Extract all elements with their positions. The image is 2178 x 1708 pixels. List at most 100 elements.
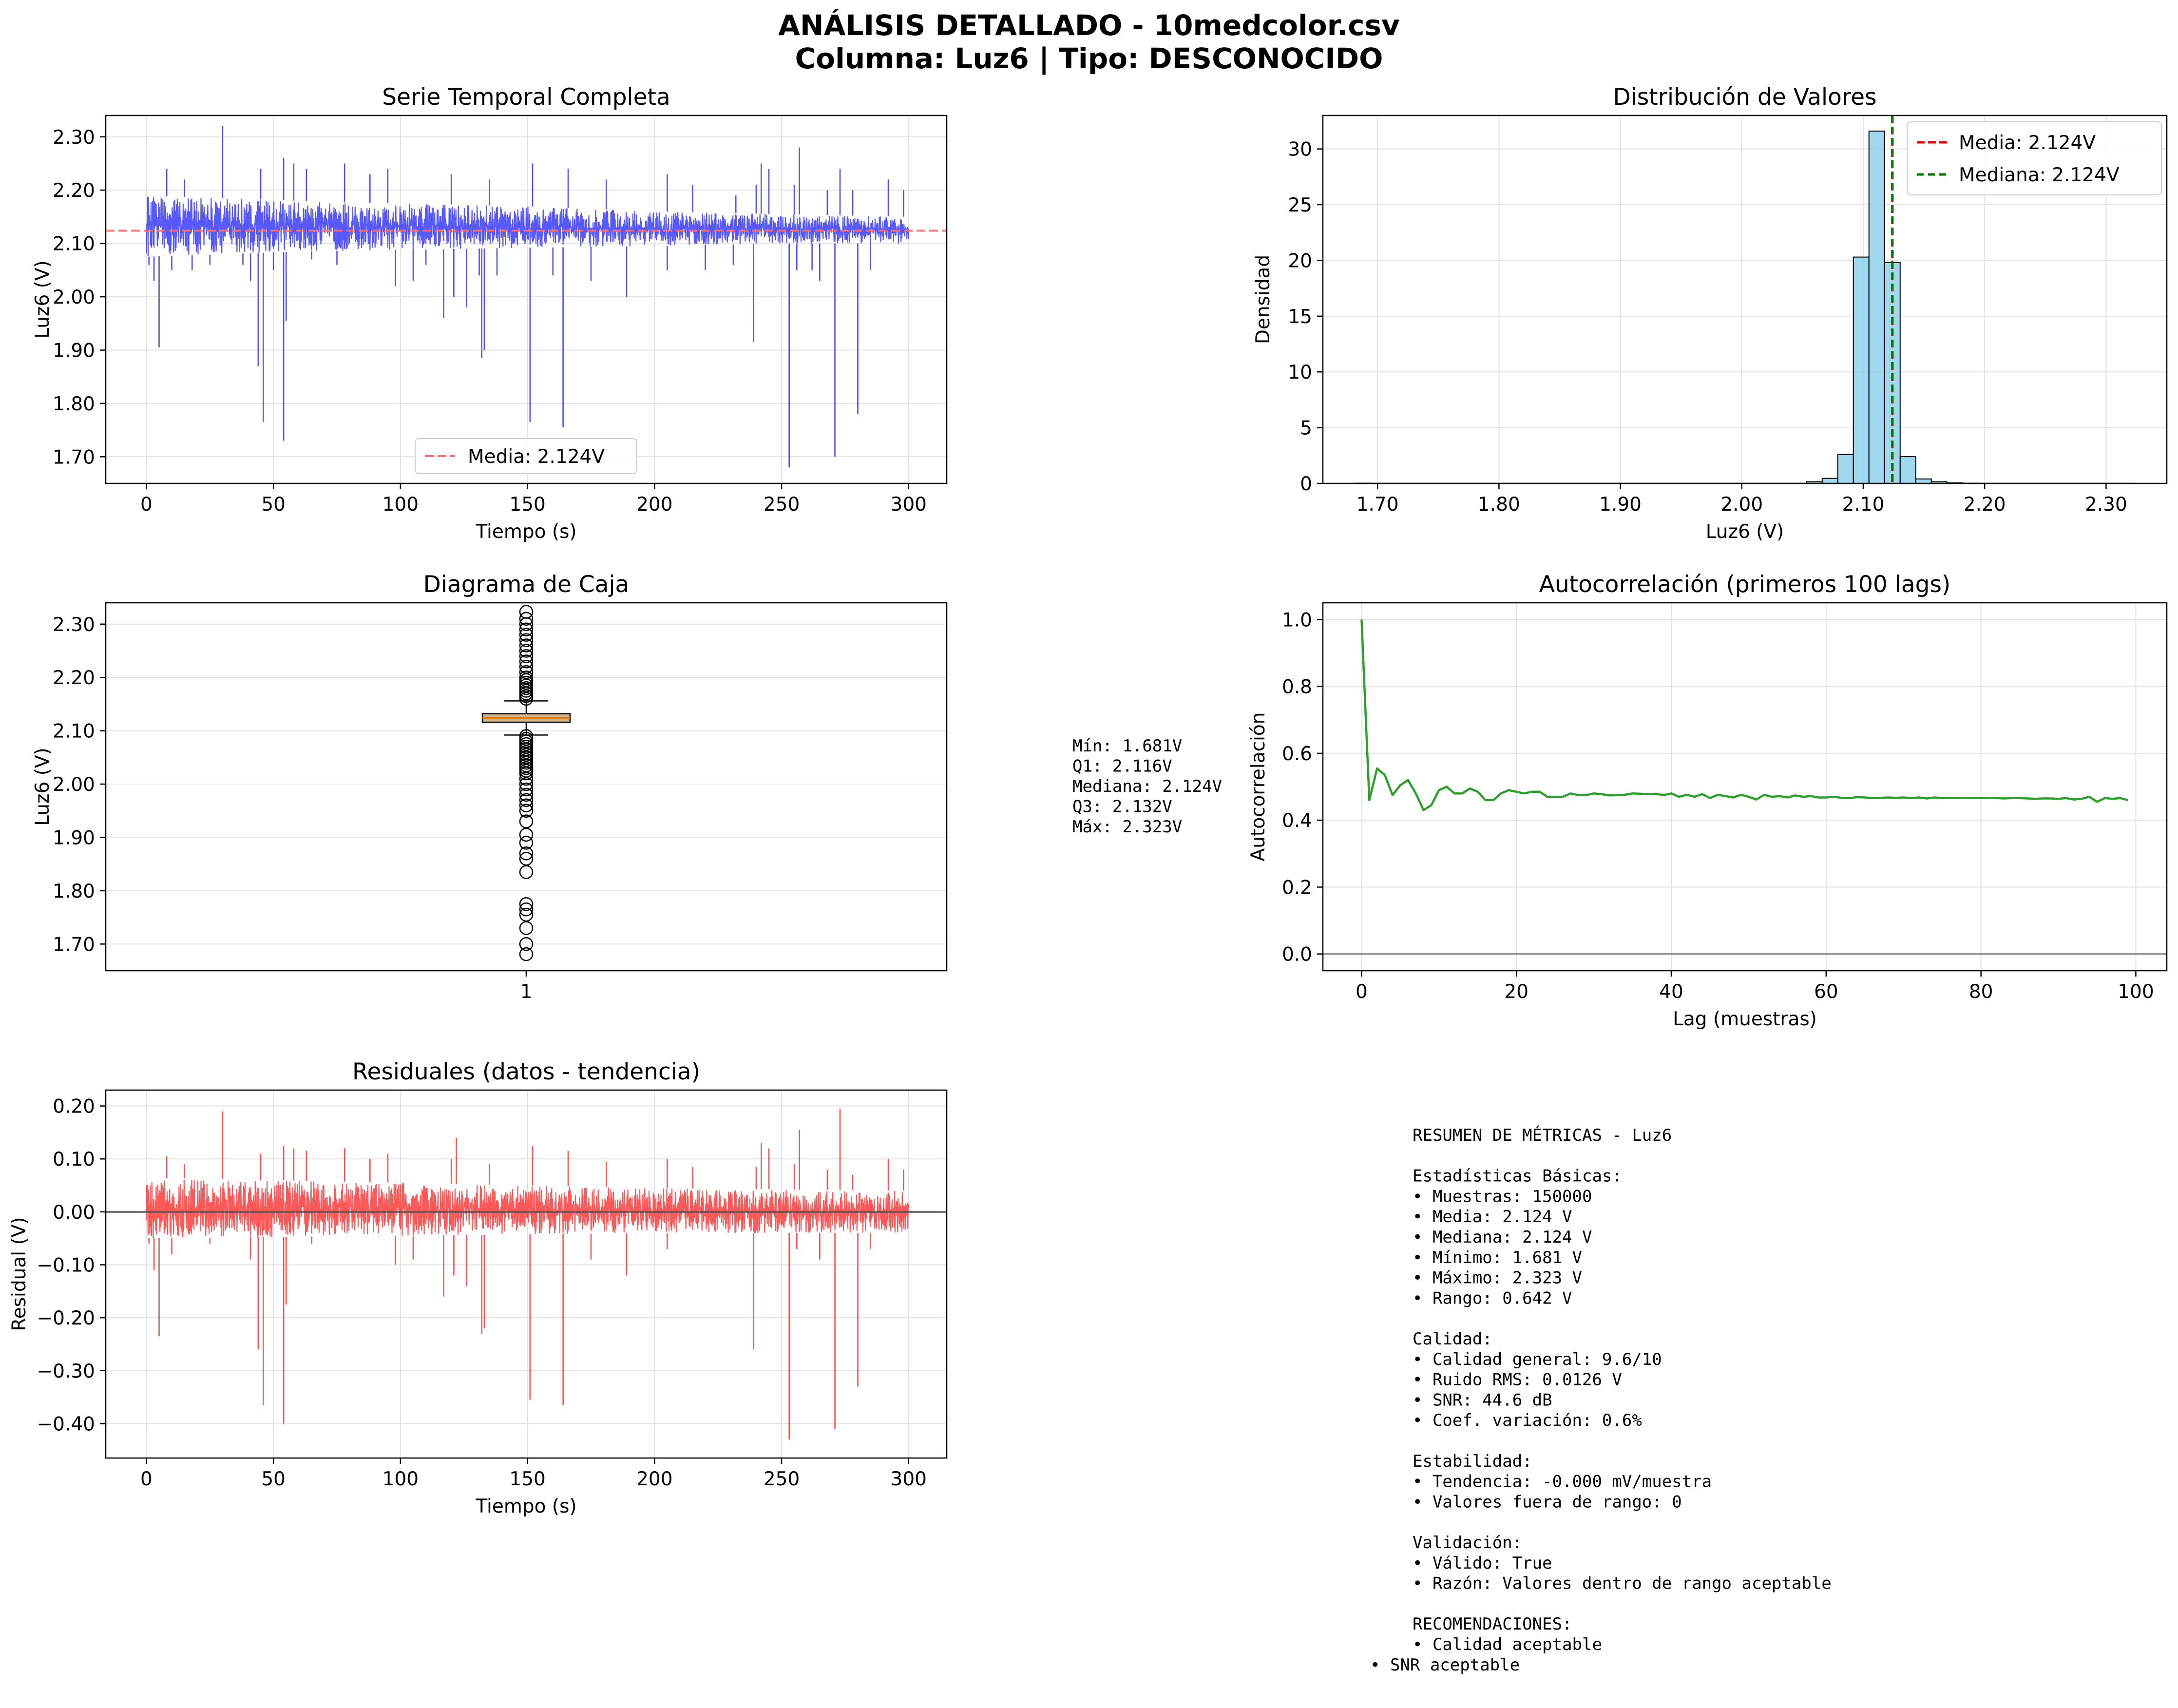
summary-line-8: • Rango: 0.642 V: [1413, 1288, 1572, 1308]
boxplot-outlier-46: [519, 846, 534, 861]
boxplot-outlier-51: [519, 907, 534, 922]
boxplot-outliers: [519, 605, 534, 961]
timeseries-ylabel: Luz6 (V): [32, 260, 54, 339]
histogram-legend: Media: 2.124V Mediana: 2.124V: [1907, 121, 2162, 195]
residuals-xtick-label-4: 200: [636, 1468, 672, 1490]
boxplot-outlier-13: [519, 644, 534, 658]
autocorrelation-ytick-label-3: 0.6: [1282, 743, 1312, 765]
residuals-xlabel: Tiempo (s): [475, 1496, 576, 1517]
timeseries-ytick-label-3: 2.00: [53, 287, 95, 308]
boxplot-outlier-8: [519, 670, 534, 685]
boxplot-ytick-label-5: 2.20: [53, 667, 95, 689]
timeseries-plot-area: [106, 126, 947, 468]
timeseries-xtick-label-5: 250: [764, 494, 800, 516]
autocorrelation-xtick-label-0: 0: [1356, 981, 1368, 1003]
boxplot-outlier-19: [519, 612, 534, 626]
boxplot-ytick-label-1: 1.80: [53, 881, 95, 902]
summary-line-26: • SNR aceptable: [1370, 1655, 1520, 1675]
histogram-ytick-label-6: 30: [1288, 139, 1312, 161]
residuals-ylabel: Residual (V): [8, 1217, 30, 1331]
autocorrelation-line: [1360, 619, 2129, 811]
boxplot-outlier-52: [519, 921, 534, 935]
boxplot-outlier-49: [519, 897, 534, 911]
summary-line-5: • Mediana: 2.124 V: [1413, 1228, 1592, 1247]
summary-line-18: • Valores fuera de rango: 0: [1413, 1492, 1682, 1512]
autocorrelation-overlay: 0 20 40 60 80 100 0.0 0.2 0.4 0.6 0.8 1.0 Autocorrel…: [1247, 571, 2168, 1030]
timeseries-xtick-label-0: 0: [140, 494, 153, 516]
boxplot-outlier-48: [519, 865, 534, 879]
timeseries-legend-box: [415, 438, 637, 474]
boxplot-ytick-label-4: 2.10: [53, 721, 95, 743]
residuals-frame: [105, 1089, 948, 1459]
boxplot-outlier-54: [519, 947, 534, 961]
residuals-spikes: [148, 1109, 904, 1439]
residuals-ytick-label-4: 0.00: [53, 1202, 95, 1224]
autocorrelation-ytick-label-1: 0.2: [1282, 877, 1312, 899]
timeseries-xtick-label-6: 300: [891, 494, 927, 516]
boxplot-stats-line-4: Máx: 2.323V: [1072, 817, 1182, 837]
autocorrelation-ytick-label-4: 0.8: [1282, 676, 1312, 698]
boxplot-outlier-9: [519, 665, 534, 679]
summary-line-24: RECOMENDACIONES:: [1413, 1614, 1572, 1634]
histogram-bar-35: [1899, 456, 1916, 483]
autocorrelation-ytick-label-5: 1.0: [1282, 609, 1312, 631]
boxplot-grid: [106, 623, 947, 945]
autocorrelation-xtick-label-2: 40: [1659, 981, 1683, 1003]
boxplot-outlier-43: [519, 814, 534, 828]
autocorrelation-axes: 0 20 40 60 80 100 0.0 0.2 0.4 0.6 0.8 1.0 Autocorrel…: [1247, 571, 2168, 1030]
boxplot-outlier-45: [519, 836, 534, 850]
residuals-plot-area: [106, 1109, 947, 1439]
summary-line-22: • Razón: Valores dentro de rango aceptab…: [1413, 1574, 1832, 1593]
histogram-legend-box: [1907, 121, 2162, 195]
boxplot-xtick-label-0: 1: [520, 981, 533, 1003]
boxplot-ytick-label-2: 1.90: [53, 827, 95, 849]
timeseries-title: Serie Temporal Completa: [382, 84, 670, 111]
histogram-title: Distribución de Valores: [1613, 84, 1876, 111]
boxplot-outlier-12: [519, 649, 534, 663]
boxplot-outlier-42: [519, 804, 534, 818]
timeseries-xtick-label-4: 200: [636, 494, 672, 516]
boxplot-ytick-label-6: 2.30: [53, 614, 95, 636]
boxplot-plot-area: [481, 605, 571, 961]
histogram-xtick-label-5: 2.20: [1964, 494, 2006, 516]
boxplot-outlier-39: [519, 787, 534, 802]
boxplot-axes: 1.70 1.80 1.90 2.00 2.10 2.20 2.30 Diagrama de …: [32, 571, 948, 1003]
boxplot-outlier-44: [519, 827, 534, 842]
timeseries-ytick-label-5: 2.20: [53, 180, 95, 202]
histogram-ytick-label-4: 20: [1288, 250, 1312, 272]
histogram-xtick-label-1: 1.80: [1478, 494, 1520, 516]
residuals-ytick-label-5: 0.10: [53, 1149, 95, 1171]
summary-line-14: • Coef. variación: 0.6%: [1413, 1411, 1642, 1430]
histogram-xtick-label-3: 2.00: [1720, 494, 1763, 516]
timeseries-legend-label: Media: 2.124V: [468, 446, 605, 468]
residuals-axes: 0 50 100 150 200 250 300 −0.40 −0.30 −0.20 −0.10 0.…: [8, 1058, 948, 1517]
residuals-ytick-label-0: −0.40: [37, 1413, 95, 1435]
histogram-bar-30: [1821, 478, 1838, 483]
boxplot-outlier-11: [519, 654, 534, 669]
boxplot-stats-line-2: Mediana: 2.124V: [1072, 777, 1222, 796]
boxplot-outlier-47: [519, 851, 534, 866]
histogram-grid: [1323, 115, 2167, 484]
histogram-ytick-label-0: 0: [1300, 473, 1312, 495]
boxplot-outlier-20: [519, 605, 534, 619]
residuals-title: Residuales (datos - tendencia): [352, 1058, 700, 1085]
autocorrelation-grid: [1323, 603, 2167, 971]
histogram-ytick-label-5: 25: [1288, 194, 1312, 216]
summary-line-12: • Ruido RMS: 0.0126 V: [1413, 1370, 1622, 1390]
histogram-bar-36: [1915, 478, 1932, 483]
boxplot-outlier-53: [519, 937, 534, 951]
summary-line-13: • SNR: 44.6 dB: [1413, 1390, 1552, 1410]
boxplot-outlier-40: [519, 793, 534, 807]
histogram-ytick-label-3: 15: [1288, 306, 1312, 328]
histogram-frame: [1322, 115, 2168, 484]
autocorrelation-xtick-label-4: 80: [1969, 981, 1993, 1003]
summary-line-25: • Calidad aceptable: [1413, 1635, 1602, 1654]
residuals-series-line: [146, 1180, 909, 1238]
histogram-xtick-label-2: 1.90: [1599, 494, 1642, 516]
boxplot-overlay: 1.70 1.80 1.90 2.00 2.10 2.20 2.30 Diagrama de …: [32, 571, 948, 1003]
residuals-xtick-label-6: 300: [891, 1468, 927, 1490]
summary-line-0: RESUMEN DE MÉTRICAS - Luz6: [1413, 1125, 1672, 1145]
timeseries-xtick-label-1: 50: [261, 494, 286, 516]
summary-line-10: Calidad:: [1413, 1329, 1492, 1349]
